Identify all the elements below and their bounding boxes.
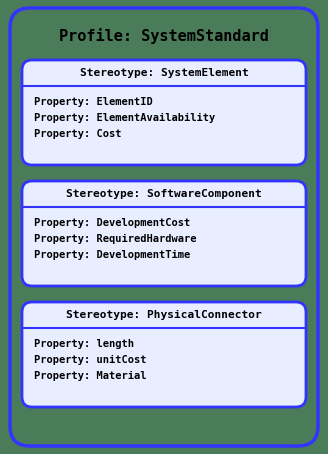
Text: Property: RequiredHardware: Property: RequiredHardware [34,234,196,244]
Text: Stereotype: SoftwareComponent: Stereotype: SoftwareComponent [66,189,262,199]
FancyBboxPatch shape [22,181,306,286]
Text: Property: DevelopmentTime: Property: DevelopmentTime [34,250,190,260]
Text: Profile: SystemStandard: Profile: SystemStandard [59,28,269,44]
Text: Property: ElementAvailability: Property: ElementAvailability [34,113,215,123]
FancyBboxPatch shape [22,60,306,165]
Text: Property: DevelopmentCost: Property: DevelopmentCost [34,218,190,228]
Text: Property: Material: Property: Material [34,371,147,381]
FancyBboxPatch shape [22,302,306,407]
Text: Property: Cost: Property: Cost [34,129,121,139]
FancyBboxPatch shape [10,8,318,446]
Text: Stereotype: PhysicalConnector: Stereotype: PhysicalConnector [66,310,262,320]
Text: Property: unitCost: Property: unitCost [34,355,147,365]
Text: Stereotype: SystemElement: Stereotype: SystemElement [80,68,248,78]
Text: Property: length: Property: length [34,339,134,349]
Text: Property: ElementID: Property: ElementID [34,97,153,107]
